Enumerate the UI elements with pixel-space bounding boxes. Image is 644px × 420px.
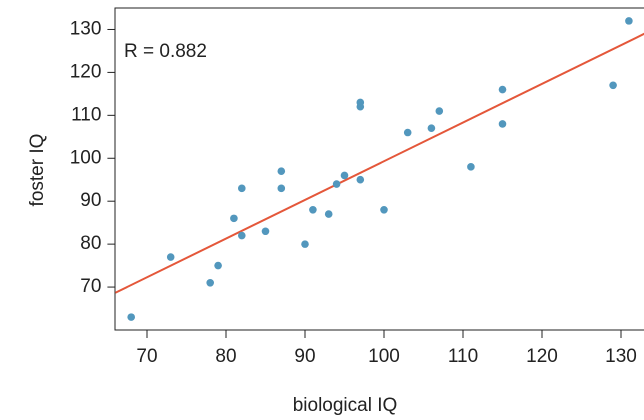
point — [498, 85, 507, 94]
point — [498, 120, 507, 128]
point — [427, 124, 436, 133]
point — [340, 171, 349, 180]
point — [206, 278, 214, 287]
point — [214, 261, 222, 270]
point — [403, 128, 412, 137]
point — [309, 205, 317, 214]
point — [609, 81, 617, 90]
y-tick-label: 130 — [70, 18, 102, 39]
point — [332, 180, 341, 188]
x-tick-label: 70 — [136, 346, 157, 367]
point — [324, 210, 333, 218]
x-tick-label: 80 — [215, 346, 236, 367]
y-tick-label: 80 — [80, 233, 101, 254]
plot-frame — [114, 7, 644, 331]
point — [435, 107, 444, 115]
point — [356, 98, 365, 107]
point — [380, 205, 388, 214]
y-tick-label: 90 — [80, 190, 101, 211]
point — [166, 253, 175, 261]
x-tick-label: 120 — [526, 346, 558, 367]
x-tick-label: 110 — [448, 346, 478, 367]
x-tick-label: 100 — [368, 346, 400, 367]
point — [261, 227, 270, 236]
x-tick-label: 130 — [605, 346, 637, 367]
point — [467, 163, 475, 171]
point — [238, 231, 246, 240]
y-tick-label: 110 — [71, 104, 101, 125]
x-axis-label: biological IQ — [293, 395, 398, 416]
point — [238, 184, 246, 193]
y-tick-label: 100 — [70, 147, 102, 168]
point — [625, 17, 633, 25]
point — [230, 214, 238, 223]
y-tick-label: 70 — [80, 276, 101, 297]
annotation: R = 0.882 — [124, 41, 207, 62]
x-tick-label: 90 — [294, 346, 315, 367]
point — [277, 167, 286, 175]
y-axis-label: foster IQ — [27, 134, 48, 207]
point — [277, 184, 286, 193]
y-tick-label: 120 — [70, 61, 102, 82]
regression-line — [114, 32, 644, 294]
point — [356, 175, 365, 184]
point — [127, 313, 135, 321]
point — [301, 240, 309, 248]
